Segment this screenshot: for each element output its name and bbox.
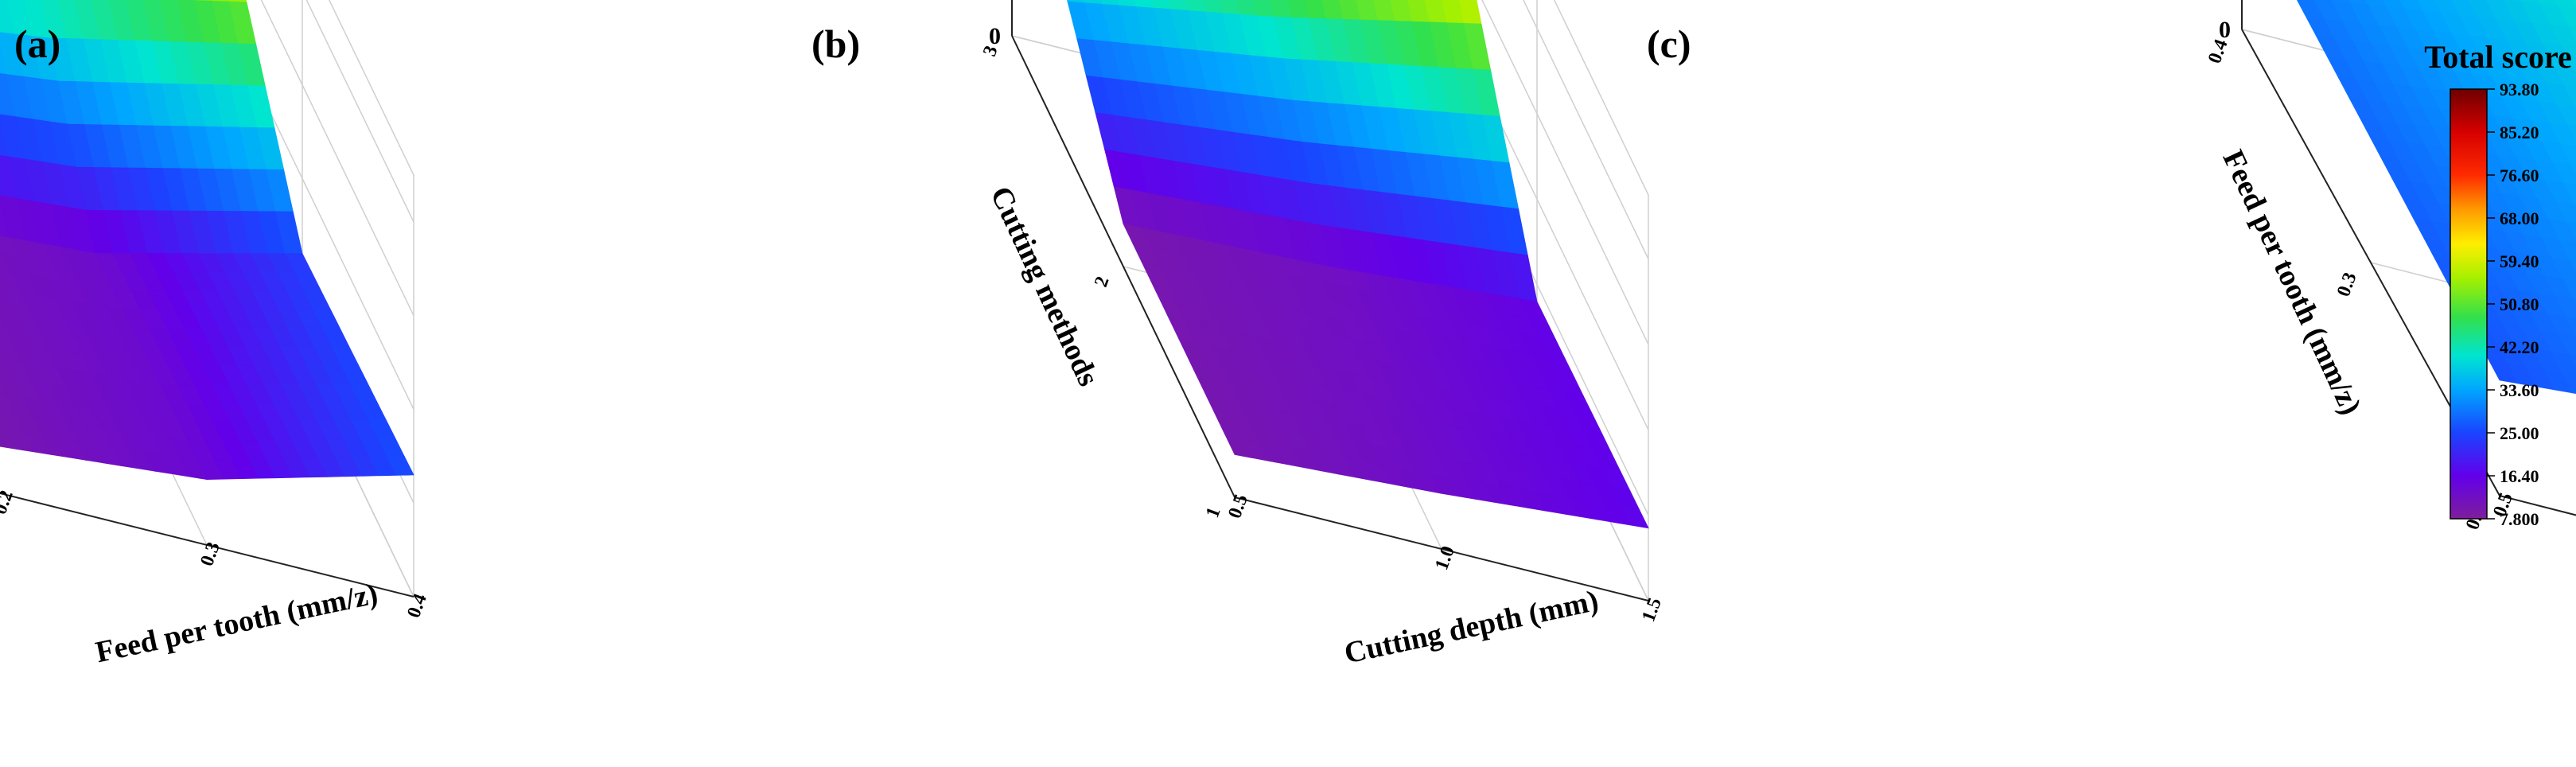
- x-axis-line: [1234, 496, 1649, 602]
- colorbar-title: Total score: [2424, 39, 2572, 75]
- x-tick-label: 0.5: [1224, 492, 1252, 521]
- z-gridline: [260, 0, 414, 317]
- colorbar-tick-label: 25.00: [2500, 423, 2539, 443]
- z-gridline: [305, 0, 414, 223]
- y-tick-label: 1: [1202, 504, 1225, 520]
- surface-panel-2: 0204060800.51.01.5123Total scoreCutting …: [811, 0, 1666, 671]
- colorbar-tick-label: 76.60: [2500, 165, 2539, 185]
- panels: 0204060800.20.30.4123Total scoreFeed per…: [0, 0, 2576, 671]
- surface-cell: [2568, 26, 2576, 41]
- surface-cell: [2566, 221, 2576, 240]
- colorbar-tick-label: 50.80: [2500, 294, 2539, 314]
- x-axis-line: [2499, 495, 2576, 516]
- x-axis-title: Feed per tooth (mm/z): [92, 577, 380, 669]
- surface-cell: [2561, 372, 2576, 394]
- surface-cell: [2558, 334, 2576, 357]
- z-gridline: [1481, 0, 1649, 345]
- surface-cell: [2558, 5, 2576, 29]
- surface-cell: [2562, 182, 2576, 205]
- colorbar-tick-label: 42.20: [2500, 337, 2539, 357]
- panel-label: (a): [14, 21, 60, 66]
- colorbar-tick-label: 59.40: [2500, 251, 2539, 271]
- z-ticks: 020406080: [2219, 17, 2231, 43]
- y-tick-label: 0.3: [2333, 270, 2361, 299]
- surface-cell: [2558, 239, 2576, 263]
- surface-cell: [2572, 0, 2576, 8]
- colorbar-tick-label: 33.60: [2500, 380, 2539, 400]
- surface-cell: [2559, 143, 2576, 166]
- surface-cell: [2567, 125, 2576, 142]
- colorbar-tick-label: 16.40: [2500, 466, 2539, 486]
- surface-panel-3: 0204060800.51.01.50.20.30.4Total scoreCu…: [1647, 0, 2576, 532]
- z-tick-label: 0: [989, 23, 1001, 49]
- surface-cell: [2561, 45, 2576, 68]
- floor-gridline: [2370, 262, 2576, 316]
- surface-cell: [0, 250, 2, 255]
- colorbar-ticks: 93.80 85.20 76.60 68.00 59.40 50.80 42.20 33.60…: [2487, 80, 2539, 529]
- x-tick-label: 0.2: [0, 488, 18, 517]
- surface-cell: [1621, 505, 1649, 529]
- z-ticks: 020406080: [989, 23, 1001, 49]
- colorbar-gradient: [2450, 88, 2488, 520]
- surface-cell: [2562, 278, 2576, 301]
- y-tick-label: 2: [1091, 274, 1114, 290]
- x-axis-line: [0, 493, 414, 598]
- y-axis-line: [1011, 35, 1235, 498]
- panel-label: (c): [1647, 21, 1691, 66]
- panel-label: (b): [811, 21, 860, 66]
- colorbar: Total score 93.80 85.20 76.60 68.00 59.40 50.…: [2424, 39, 2572, 529]
- y-axis-title: Cutting methods: [984, 181, 1106, 391]
- z-tick-label: 0: [2219, 17, 2231, 43]
- surface-cell: [2570, 260, 2576, 273]
- surface-cell: [2570, 164, 2576, 175]
- colorbar-tick-label: 7.800: [2500, 509, 2539, 529]
- colorbar-tick-label: 68.00: [2500, 208, 2539, 228]
- z-gridline: [215, 0, 414, 410]
- surface-cell: [2564, 85, 2576, 107]
- z-gridline: [1440, 0, 1649, 430]
- surface-cell: [2565, 316, 2576, 337]
- x-axis-title: Cutting depth (mm): [1341, 584, 1601, 671]
- surface-cell: [2573, 298, 2576, 306]
- z-gridline: [1523, 0, 1649, 259]
- surface: [0, 0, 414, 481]
- surface-cell: [387, 456, 414, 476]
- surface: [1067, 0, 1649, 529]
- surface-panel-1: 0204060800.20.30.4123Total scoreFeed per…: [0, 0, 431, 669]
- colorbar-tick-label: 85.20: [2500, 123, 2539, 142]
- colorbar-tick-label: 93.80: [2500, 80, 2539, 99]
- surface-cell: [2568, 354, 2576, 369]
